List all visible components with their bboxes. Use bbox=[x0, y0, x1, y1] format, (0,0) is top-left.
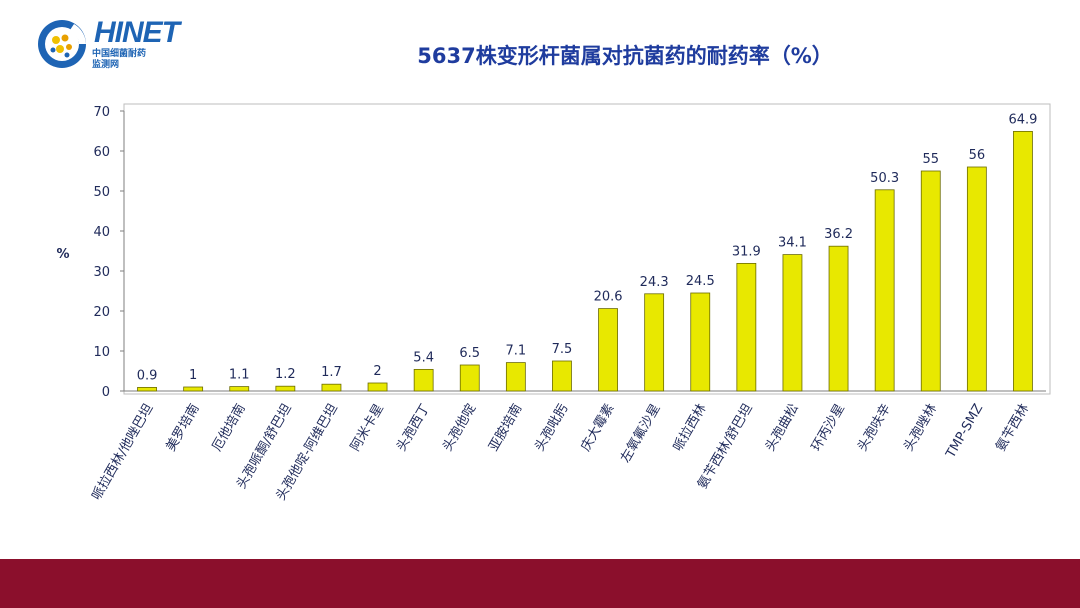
bar bbox=[966, 166, 987, 392]
bar-value-label: 6.5 bbox=[459, 346, 480, 361]
bar-value-label: 50.3 bbox=[870, 171, 899, 186]
x-tick-label: 头孢西丁 bbox=[394, 402, 433, 455]
x-tick-label: 哌拉西林/他唑巴坦 bbox=[88, 401, 156, 503]
bar bbox=[505, 362, 526, 392]
bar-value-label: 56 bbox=[969, 148, 986, 163]
bar bbox=[459, 364, 480, 392]
x-tick-label: TMP-SMZ bbox=[943, 401, 986, 461]
bar-value-label: 20.6 bbox=[594, 290, 623, 305]
bar bbox=[137, 386, 157, 392]
x-tick-label: 厄他培南 bbox=[209, 401, 249, 454]
bar-value-label: 24.5 bbox=[686, 274, 715, 289]
y-tick-label: 40 bbox=[93, 225, 110, 240]
x-tick-label: 哌拉西林 bbox=[670, 401, 710, 454]
x-tick-label: 亚胺培南 bbox=[485, 401, 525, 454]
x-tick-label: 环丙沙星 bbox=[809, 402, 848, 455]
bar-value-label: 1 bbox=[189, 368, 197, 383]
bar bbox=[1013, 130, 1033, 392]
bar bbox=[552, 360, 572, 392]
y-tick-label: 60 bbox=[93, 145, 110, 160]
bar-chart: 0 10 20 30 40 50 60 70 哌拉西林/他唑巴坦 美罗培南 厄他培南头孢哌酮/舒巴… bbox=[56, 103, 1051, 503]
bar-group: 1.1 bbox=[229, 368, 250, 392]
bar-group: 2 bbox=[367, 364, 388, 392]
bar-group: 5.4 bbox=[413, 350, 434, 392]
bar bbox=[598, 308, 618, 392]
logo-subtitle-line2: 监测网 bbox=[92, 60, 120, 70]
y-tick-label: 50 bbox=[93, 185, 110, 200]
y-axis: 0 10 20 30 40 50 60 70 bbox=[93, 105, 125, 400]
bar bbox=[183, 386, 204, 392]
logo-subtitle: 中国细菌耐药 监测网 bbox=[92, 49, 146, 71]
bar bbox=[229, 386, 250, 392]
y-axis-label: % bbox=[56, 247, 69, 262]
x-tick-label: 头孢呋辛 bbox=[855, 402, 894, 455]
bar-group: 1 bbox=[183, 368, 204, 392]
plot-area-frame bbox=[123, 103, 1051, 395]
bar bbox=[736, 262, 757, 392]
bar-value-label: 34.1 bbox=[778, 236, 807, 251]
bar bbox=[413, 368, 434, 392]
bar bbox=[690, 292, 711, 392]
x-tick-label: 头孢唑林 bbox=[900, 401, 940, 454]
bar-group: 34.1 bbox=[778, 236, 807, 392]
bar bbox=[920, 170, 941, 392]
bar-value-label: 0.9 bbox=[137, 368, 158, 383]
x-tick-label: 美罗培南 bbox=[163, 401, 203, 454]
footer-band bbox=[0, 559, 1080, 608]
bar-group: 0.9 bbox=[137, 368, 158, 392]
bar-group: 50.3 bbox=[870, 171, 899, 392]
logo-wordmark: HINET bbox=[94, 16, 180, 49]
chart-title: 5637株变形杆菌属对抗菌药的耐药率（%） bbox=[417, 44, 833, 68]
bar bbox=[644, 293, 665, 392]
bar-group: 1.2 bbox=[275, 367, 296, 392]
bar-value-label: 55 bbox=[922, 152, 939, 167]
bar-group: 6.5 bbox=[459, 346, 480, 392]
bar-value-label: 7.1 bbox=[506, 344, 527, 359]
x-tick-label: 左氧氟沙星 bbox=[618, 402, 663, 466]
x-tick-label: 头孢吡肟 bbox=[532, 402, 571, 455]
hinet-logo: HINET 中国细菌耐药 监测网 bbox=[34, 16, 184, 72]
bar bbox=[275, 385, 296, 392]
y-tick-label: 10 bbox=[93, 345, 110, 360]
y-tick-label: 20 bbox=[93, 305, 110, 320]
y-tick-label: 30 bbox=[93, 265, 110, 280]
bar-group: 36.2 bbox=[824, 227, 853, 392]
bar bbox=[874, 189, 895, 392]
bar-group: 7.5 bbox=[552, 342, 573, 392]
bar bbox=[321, 383, 342, 392]
x-tick-label: 庆大霉素 bbox=[579, 402, 618, 455]
bar bbox=[782, 254, 803, 392]
bar-group: 64.9 bbox=[1008, 112, 1037, 392]
y-tick-label: 0 bbox=[102, 385, 110, 400]
logo-subtitle-line1: 中国细菌耐药 bbox=[92, 49, 147, 59]
bar-value-label: 1.2 bbox=[275, 367, 296, 382]
bar-group: 7.1 bbox=[505, 344, 527, 392]
x-tick-label: 氨苄西林 bbox=[993, 402, 1032, 455]
bar-value-label: 36.2 bbox=[824, 227, 853, 242]
bar-value-label: 64.9 bbox=[1008, 112, 1037, 127]
logo-globe-icon bbox=[38, 20, 86, 68]
bar-group: 20.6 bbox=[594, 290, 623, 392]
y-tick-label: 70 bbox=[93, 105, 110, 120]
bar bbox=[828, 245, 849, 392]
x-tick-label: 头孢他啶 bbox=[440, 402, 479, 455]
bar-group: 1.7 bbox=[321, 365, 342, 392]
bar-group: 24.5 bbox=[686, 274, 715, 392]
bar-group: 56 bbox=[966, 148, 987, 392]
x-tick-label: 阿米卡星 bbox=[348, 402, 387, 455]
bars-group: 0.9 1 1.1 1.2 1.7 2 5.4 6.5 7.1 7.5 20.6 24.3 24.5 31… bbox=[137, 112, 1037, 392]
bar bbox=[367, 382, 388, 392]
bar-group: 31.9 bbox=[732, 244, 761, 392]
bar-value-label: 24.3 bbox=[640, 275, 669, 290]
bar-value-label: 2 bbox=[373, 364, 381, 379]
bar-group: 55 bbox=[920, 152, 941, 392]
bar-value-label: 1.1 bbox=[229, 368, 250, 383]
bar-value-label: 5.4 bbox=[413, 350, 434, 365]
bar-value-label: 1.7 bbox=[321, 365, 342, 380]
bar-value-label: 7.5 bbox=[552, 342, 573, 357]
bar-value-label: 31.9 bbox=[732, 244, 761, 259]
x-tick-label: 头孢曲松 bbox=[763, 402, 802, 455]
bar-group: 24.3 bbox=[640, 275, 669, 392]
